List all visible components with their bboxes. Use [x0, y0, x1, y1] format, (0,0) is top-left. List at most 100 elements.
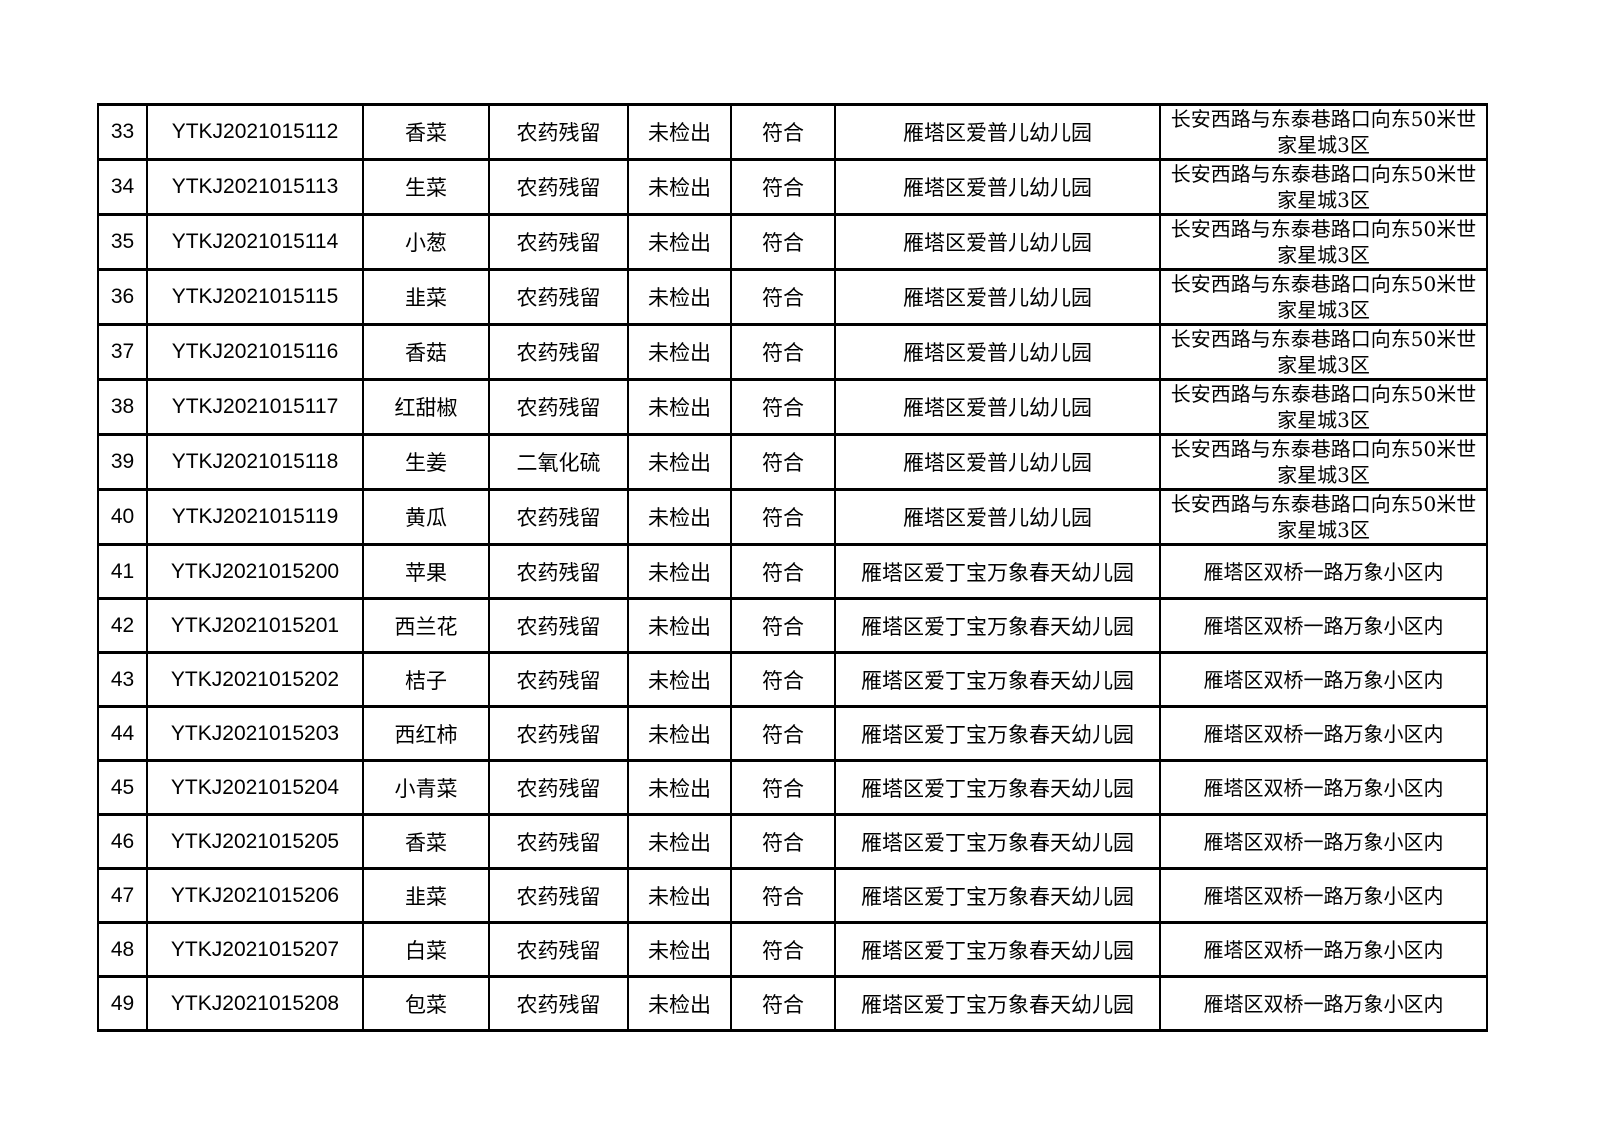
cell-sample-id: YTKJ2021015116: [146, 323, 364, 381]
cell-row-number: 46: [97, 813, 148, 870]
cell-org-address: 雁塔区双桥一路万象小区内: [1159, 705, 1488, 762]
cell-sample-id: YTKJ2021015118: [146, 433, 364, 491]
cell-org-address: 雁塔区双桥一路万象小区内: [1159, 813, 1488, 870]
table-row: 36 YTKJ2021015115 韭菜 农药残留 未检出 符合 雁塔区爱普儿幼…: [97, 268, 1488, 326]
cell-test-result: 未检出: [627, 213, 732, 271]
cell-test-item: 农药残留: [488, 543, 629, 600]
cell-org-address: 长安西路与东泰巷路口向东50米世家星城3区: [1159, 103, 1488, 161]
cell-sample-name: 白菜: [362, 921, 490, 978]
cell-row-number: 44: [97, 705, 148, 762]
table-row: 49 YTKJ2021015208 包菜 农药残留 未检出 符合 雁塔区爱丁宝万…: [97, 975, 1488, 1032]
cell-conclusion: 符合: [730, 813, 836, 870]
cell-row-number: 35: [97, 213, 148, 271]
cell-sampled-org: 雁塔区爱丁宝万象春天幼儿园: [834, 813, 1161, 870]
cell-sampled-org: 雁塔区爱丁宝万象春天幼儿园: [834, 597, 1161, 654]
table-row: 42 YTKJ2021015201 西兰花 农药残留 未检出 符合 雁塔区爱丁宝…: [97, 597, 1488, 654]
cell-sample-name: 生菜: [362, 158, 490, 216]
cell-sample-id: YTKJ2021015115: [146, 268, 364, 326]
cell-test-result: 未检出: [627, 921, 732, 978]
cell-sample-name: 香菇: [362, 323, 490, 381]
cell-sampled-org: 雁塔区爱丁宝万象春天幼儿园: [834, 651, 1161, 708]
table-row: 40 YTKJ2021015119 黄瓜 农药残留 未检出 符合 雁塔区爱普儿幼…: [97, 488, 1488, 546]
table-row: 45 YTKJ2021015204 小青菜 农药残留 未检出 符合 雁塔区爱丁宝…: [97, 759, 1488, 816]
cell-row-number: 49: [97, 975, 148, 1032]
table-row: 44 YTKJ2021015203 西红柿 农药残留 未检出 符合 雁塔区爱丁宝…: [97, 705, 1488, 762]
cell-row-number: 48: [97, 921, 148, 978]
cell-sample-name: 生姜: [362, 433, 490, 491]
table-body: 33 YTKJ2021015112 香菜 农药残留 未检出 符合 雁塔区爱普儿幼…: [97, 103, 1488, 1032]
cell-sample-name: 韭菜: [362, 867, 490, 924]
table-row: 38 YTKJ2021015117 红甜椒 农药残留 未检出 符合 雁塔区爱普儿…: [97, 378, 1488, 436]
cell-sample-name: 小青菜: [362, 759, 490, 816]
cell-sample-id: YTKJ2021015203: [146, 705, 364, 762]
cell-sample-name: 韭菜: [362, 268, 490, 326]
cell-test-result: 未检出: [627, 813, 732, 870]
cell-row-number: 40: [97, 488, 148, 546]
cell-row-number: 38: [97, 378, 148, 436]
cell-conclusion: 符合: [730, 213, 836, 271]
cell-test-item: 农药残留: [488, 213, 629, 271]
cell-org-address: 长安西路与东泰巷路口向东50米世家星城3区: [1159, 268, 1488, 326]
cell-conclusion: 符合: [730, 378, 836, 436]
cell-test-item: 农药残留: [488, 975, 629, 1032]
cell-sample-id: YTKJ2021015206: [146, 867, 364, 924]
table-row: 47 YTKJ2021015206 韭菜 农药残留 未检出 符合 雁塔区爱丁宝万…: [97, 867, 1488, 924]
cell-sampled-org: 雁塔区爱普儿幼儿园: [834, 433, 1161, 491]
cell-row-number: 33: [97, 103, 148, 161]
cell-sampled-org: 雁塔区爱普儿幼儿园: [834, 378, 1161, 436]
cell-sample-id: YTKJ2021015119: [146, 488, 364, 546]
cell-org-address: 长安西路与东泰巷路口向东50米世家星城3区: [1159, 378, 1488, 436]
cell-test-item: 农药残留: [488, 597, 629, 654]
cell-test-item: 农药残留: [488, 867, 629, 924]
cell-test-result: 未检出: [627, 705, 732, 762]
cell-conclusion: 符合: [730, 921, 836, 978]
cell-sampled-org: 雁塔区爱丁宝万象春天幼儿园: [834, 543, 1161, 600]
cell-conclusion: 符合: [730, 597, 836, 654]
cell-sample-name: 西红柿: [362, 705, 490, 762]
cell-sample-id: YTKJ2021015204: [146, 759, 364, 816]
cell-conclusion: 符合: [730, 705, 836, 762]
cell-sample-name: 香菜: [362, 813, 490, 870]
cell-conclusion: 符合: [730, 433, 836, 491]
cell-sample-name: 包菜: [362, 975, 490, 1032]
cell-conclusion: 符合: [730, 543, 836, 600]
cell-row-number: 42: [97, 597, 148, 654]
cell-org-address: 雁塔区双桥一路万象小区内: [1159, 651, 1488, 708]
cell-org-address: 雁塔区双桥一路万象小区内: [1159, 867, 1488, 924]
cell-test-result: 未检出: [627, 597, 732, 654]
cell-test-result: 未检出: [627, 488, 732, 546]
cell-org-address: 长安西路与东泰巷路口向东50米世家星城3区: [1159, 323, 1488, 381]
inspection-results-table: 33 YTKJ2021015112 香菜 农药残留 未检出 符合 雁塔区爱普儿幼…: [97, 103, 1488, 1032]
cell-test-result: 未检出: [627, 759, 732, 816]
cell-conclusion: 符合: [730, 759, 836, 816]
cell-sample-id: YTKJ2021015112: [146, 103, 364, 161]
cell-test-item: 农药残留: [488, 651, 629, 708]
cell-row-number: 34: [97, 158, 148, 216]
cell-row-number: 45: [97, 759, 148, 816]
cell-sample-name: 红甜椒: [362, 378, 490, 436]
cell-sampled-org: 雁塔区爱普儿幼儿园: [834, 158, 1161, 216]
cell-org-address: 雁塔区双桥一路万象小区内: [1159, 921, 1488, 978]
table-row: 33 YTKJ2021015112 香菜 农药残留 未检出 符合 雁塔区爱普儿幼…: [97, 103, 1488, 161]
cell-sampled-org: 雁塔区爱普儿幼儿园: [834, 213, 1161, 271]
cell-test-result: 未检出: [627, 867, 732, 924]
cell-test-item: 农药残留: [488, 759, 629, 816]
cell-sample-name: 香菜: [362, 103, 490, 161]
cell-org-address: 雁塔区双桥一路万象小区内: [1159, 597, 1488, 654]
cell-test-result: 未检出: [627, 158, 732, 216]
cell-sampled-org: 雁塔区爱丁宝万象春天幼儿园: [834, 975, 1161, 1032]
cell-test-item: 农药残留: [488, 103, 629, 161]
cell-conclusion: 符合: [730, 103, 836, 161]
cell-row-number: 41: [97, 543, 148, 600]
cell-sampled-org: 雁塔区爱普儿幼儿园: [834, 323, 1161, 381]
cell-org-address: 长安西路与东泰巷路口向东50米世家星城3区: [1159, 158, 1488, 216]
cell-sample-id: YTKJ2021015113: [146, 158, 364, 216]
table-row: 48 YTKJ2021015207 白菜 农药残留 未检出 符合 雁塔区爱丁宝万…: [97, 921, 1488, 978]
cell-row-number: 37: [97, 323, 148, 381]
cell-conclusion: 符合: [730, 975, 836, 1032]
cell-conclusion: 符合: [730, 651, 836, 708]
cell-sampled-org: 雁塔区爱普儿幼儿园: [834, 488, 1161, 546]
cell-conclusion: 符合: [730, 867, 836, 924]
cell-test-item: 农药残留: [488, 488, 629, 546]
